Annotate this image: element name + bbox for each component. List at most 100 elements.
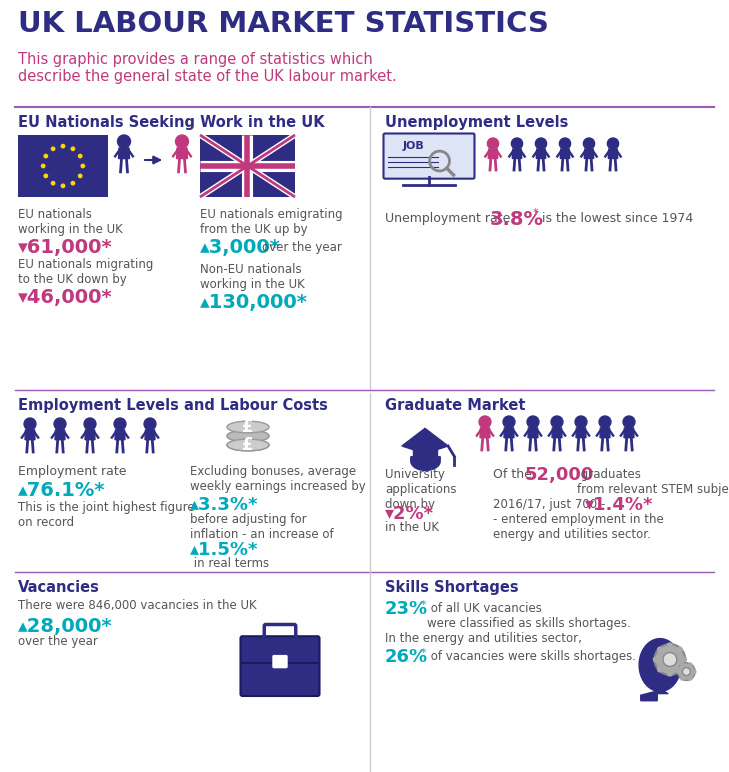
Polygon shape <box>119 148 130 158</box>
Text: ▴130,000*: ▴130,000* <box>200 293 308 312</box>
FancyBboxPatch shape <box>200 135 295 197</box>
Polygon shape <box>552 428 562 438</box>
Polygon shape <box>600 428 610 438</box>
Circle shape <box>24 418 36 430</box>
Polygon shape <box>537 149 546 158</box>
Text: ▾1.4%*: ▾1.4%* <box>585 496 653 514</box>
Polygon shape <box>488 149 498 158</box>
Circle shape <box>559 138 571 149</box>
Circle shape <box>44 174 47 178</box>
Circle shape <box>623 416 635 428</box>
Text: Of the: Of the <box>493 468 536 481</box>
Circle shape <box>668 643 672 648</box>
Text: of all UK vacancies
were classified as skills shortages.: of all UK vacancies were classified as s… <box>427 602 631 630</box>
Circle shape <box>44 154 47 157</box>
Text: Employment rate: Employment rate <box>18 465 130 478</box>
Text: ▴1.5%*: ▴1.5%* <box>190 541 259 559</box>
Circle shape <box>682 657 687 662</box>
Circle shape <box>693 670 696 673</box>
Circle shape <box>503 416 515 428</box>
Circle shape <box>71 147 74 151</box>
Circle shape <box>681 677 684 680</box>
Circle shape <box>678 667 682 672</box>
Ellipse shape <box>227 439 269 451</box>
Ellipse shape <box>227 430 269 442</box>
FancyBboxPatch shape <box>18 135 108 197</box>
Circle shape <box>51 181 55 185</box>
Circle shape <box>535 138 547 149</box>
Circle shape <box>682 668 690 676</box>
Text: £: £ <box>242 418 254 436</box>
Text: EU nationals
working in the UK: EU nationals working in the UK <box>18 208 122 236</box>
Polygon shape <box>624 428 634 438</box>
Circle shape <box>144 418 156 430</box>
Circle shape <box>527 416 539 428</box>
Text: 23%: 23% <box>385 600 428 618</box>
Circle shape <box>689 677 692 680</box>
Circle shape <box>176 135 189 148</box>
Text: 3.8%: 3.8% <box>490 210 544 229</box>
Text: ▾46,000*: ▾46,000* <box>18 288 112 307</box>
Circle shape <box>61 185 65 188</box>
Circle shape <box>678 647 682 652</box>
Text: *: * <box>421 648 426 658</box>
Text: Non-EU nationals
working in the UK: Non-EU nationals working in the UK <box>200 263 305 291</box>
Polygon shape <box>85 430 95 440</box>
Text: ▴3,000*: ▴3,000* <box>200 238 281 257</box>
Circle shape <box>511 138 523 149</box>
Circle shape <box>658 667 662 672</box>
Text: before adjusting for
inflation - an increase of: before adjusting for inflation - an incr… <box>190 513 334 541</box>
FancyBboxPatch shape <box>273 655 287 668</box>
Circle shape <box>663 652 677 666</box>
Circle shape <box>488 138 499 149</box>
Circle shape <box>42 164 45 168</box>
Text: Graduate Market: Graduate Market <box>385 398 526 413</box>
Text: Employment Levels and Labour Costs: Employment Levels and Labour Costs <box>18 398 328 413</box>
Polygon shape <box>528 428 538 438</box>
Circle shape <box>599 416 611 428</box>
Circle shape <box>668 672 672 676</box>
Circle shape <box>583 138 595 149</box>
Ellipse shape <box>227 421 269 433</box>
Text: in the UK: in the UK <box>385 521 439 534</box>
Text: over the year: over the year <box>262 241 342 254</box>
Text: EU Nationals Seeking Work in the UK: EU Nationals Seeking Work in the UK <box>18 115 324 130</box>
Text: £: £ <box>242 436 254 454</box>
Circle shape <box>677 670 680 673</box>
Circle shape <box>575 416 587 428</box>
Circle shape <box>51 147 55 151</box>
Text: in real terms: in real terms <box>190 557 269 570</box>
Text: 2016/17, just 700 -: 2016/17, just 700 - <box>493 498 609 511</box>
Text: EU nationals migrating
to the UK down by: EU nationals migrating to the UK down by <box>18 258 153 286</box>
Circle shape <box>71 181 74 185</box>
Circle shape <box>81 164 85 168</box>
Text: This graphic provides a range of statistics which
describe the general state of : This graphic provides a range of statist… <box>18 52 397 84</box>
Text: ▾2%*: ▾2%* <box>385 505 434 523</box>
Circle shape <box>681 663 684 666</box>
Text: This is the joint highest figure
on record: This is the joint highest figure on reco… <box>18 501 195 529</box>
Text: - entered employment in the
energy and utilities sector.: - entered employment in the energy and u… <box>493 513 663 541</box>
Polygon shape <box>145 430 155 440</box>
Text: Unemployment rate: Unemployment rate <box>385 212 515 225</box>
Text: 52,000: 52,000 <box>525 466 594 484</box>
Polygon shape <box>115 430 125 440</box>
Circle shape <box>117 135 130 148</box>
Text: *: * <box>421 600 426 610</box>
Text: graduates
from relevant STEM subjects in: graduates from relevant STEM subjects in <box>577 468 729 496</box>
Text: There were 846,000 vacancies in the UK: There were 846,000 vacancies in the UK <box>18 599 257 612</box>
Ellipse shape <box>227 430 269 442</box>
Text: University
applications
down by: University applications down by <box>385 468 456 511</box>
Text: ▴3.3%*: ▴3.3%* <box>190 496 259 514</box>
Text: UK LABOUR MARKET STATISTICS: UK LABOUR MARKET STATISTICS <box>18 10 549 38</box>
Polygon shape <box>561 149 570 158</box>
Polygon shape <box>25 430 35 440</box>
Circle shape <box>689 663 692 666</box>
Polygon shape <box>639 638 681 701</box>
Polygon shape <box>608 149 617 158</box>
Text: JOB: JOB <box>402 141 424 151</box>
Circle shape <box>677 663 695 680</box>
Text: Excluding bonuses, average
weekly earnings increased by: Excluding bonuses, average weekly earnin… <box>190 465 366 493</box>
Text: ▴28,000*: ▴28,000* <box>18 617 112 636</box>
Circle shape <box>79 174 82 178</box>
Text: EU nationals emigrating
from the UK up by: EU nationals emigrating from the UK up b… <box>200 208 343 236</box>
